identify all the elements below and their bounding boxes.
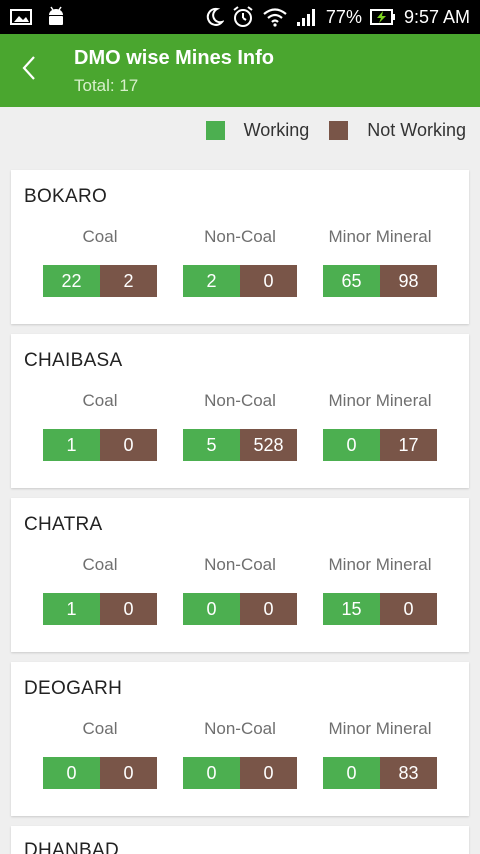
not-working-count[interactable]: 528 [240, 429, 297, 461]
status-bar: 77% 9:57 AM [0, 0, 480, 34]
wifi-icon [262, 7, 288, 27]
not-working-count[interactable]: 0 [240, 757, 297, 789]
district-name: BOKARO [24, 186, 108, 207]
not-working-count[interactable]: 0 [240, 593, 297, 625]
image-icon [10, 8, 32, 26]
working-count[interactable]: 0 [323, 429, 380, 461]
minor-mineral-column: Minor Mineral 0 17 [310, 391, 450, 461]
working-count[interactable]: 0 [43, 757, 100, 789]
column-label: Non-Coal [204, 555, 276, 574]
battery-charging-icon [369, 8, 396, 26]
column-label: Minor Mineral [328, 391, 432, 410]
legend-working: Working [205, 120, 310, 141]
minor-mineral-column: Minor Mineral 65 98 [310, 227, 450, 297]
working-count[interactable]: 1 [43, 593, 100, 625]
working-count[interactable]: 0 [183, 757, 240, 789]
app-bar: DMO wise Mines Info Total: 17 [0, 34, 480, 107]
minor-mineral-column: Minor Mineral 15 0 [310, 555, 450, 625]
legend-working-label: Working [243, 120, 310, 140]
android-icon [46, 6, 66, 28]
working-count[interactable]: 15 [323, 593, 380, 625]
working-count[interactable]: 5 [183, 429, 240, 461]
column-label: Non-Coal [204, 227, 276, 246]
back-button[interactable] [0, 34, 58, 107]
legend-not-working: Not Working [329, 120, 466, 141]
not-working-count[interactable]: 0 [100, 429, 157, 461]
column-label: Coal [82, 719, 118, 738]
not-working-count[interactable]: 0 [100, 757, 157, 789]
total-count: Total: 17 [74, 75, 139, 95]
column-label: Coal [82, 391, 118, 410]
chevron-left-icon [21, 55, 37, 86]
working-count[interactable]: 0 [183, 593, 240, 625]
not-working-count[interactable]: 2 [100, 265, 157, 297]
district-name: CHATRA [24, 514, 103, 535]
working-count[interactable]: 2 [183, 265, 240, 297]
not-working-count[interactable]: 83 [380, 757, 437, 789]
column-label: Minor Mineral [328, 555, 432, 574]
not-working-swatch [329, 121, 349, 140]
clock-time: 9:57 AM [403, 6, 470, 27]
moon-icon [204, 7, 224, 27]
not-working-count[interactable]: 17 [380, 429, 437, 461]
signal-icon [296, 7, 318, 27]
legend-not-working-label: Not Working [367, 120, 466, 140]
battery-percent: 77% [325, 6, 362, 27]
not-working-count[interactable]: 0 [240, 265, 297, 297]
district-name: CHAIBASA [24, 350, 123, 371]
working-count[interactable]: 22 [43, 265, 100, 297]
coal-column: Coal 22 2 [30, 227, 170, 297]
column-label: Non-Coal [204, 391, 276, 410]
working-count[interactable]: 65 [323, 265, 380, 297]
non-coal-column: Non-Coal 5 528 [170, 391, 310, 461]
working-swatch [205, 121, 225, 140]
not-working-count[interactable]: 0 [100, 593, 157, 625]
column-label: Minor Mineral [328, 719, 432, 738]
district-name: DHANBAD [24, 840, 120, 854]
minor-mineral-column: Minor Mineral 0 83 [310, 719, 450, 789]
district-card[interactable]: DHANBAD [11, 826, 469, 854]
column-label: Coal [82, 227, 118, 246]
district-name: DEOGARH [24, 678, 123, 699]
working-count[interactable]: 0 [323, 757, 380, 789]
column-label: Coal [82, 555, 118, 574]
column-label: Non-Coal [204, 719, 276, 738]
not-working-count[interactable]: 98 [380, 265, 437, 297]
legend: Working Not Working [186, 120, 466, 141]
column-label: Minor Mineral [328, 227, 432, 246]
working-count[interactable]: 1 [43, 429, 100, 461]
alarm-icon [232, 6, 254, 28]
not-working-count[interactable]: 0 [380, 593, 437, 625]
page-title: DMO wise Mines Info [74, 46, 275, 69]
